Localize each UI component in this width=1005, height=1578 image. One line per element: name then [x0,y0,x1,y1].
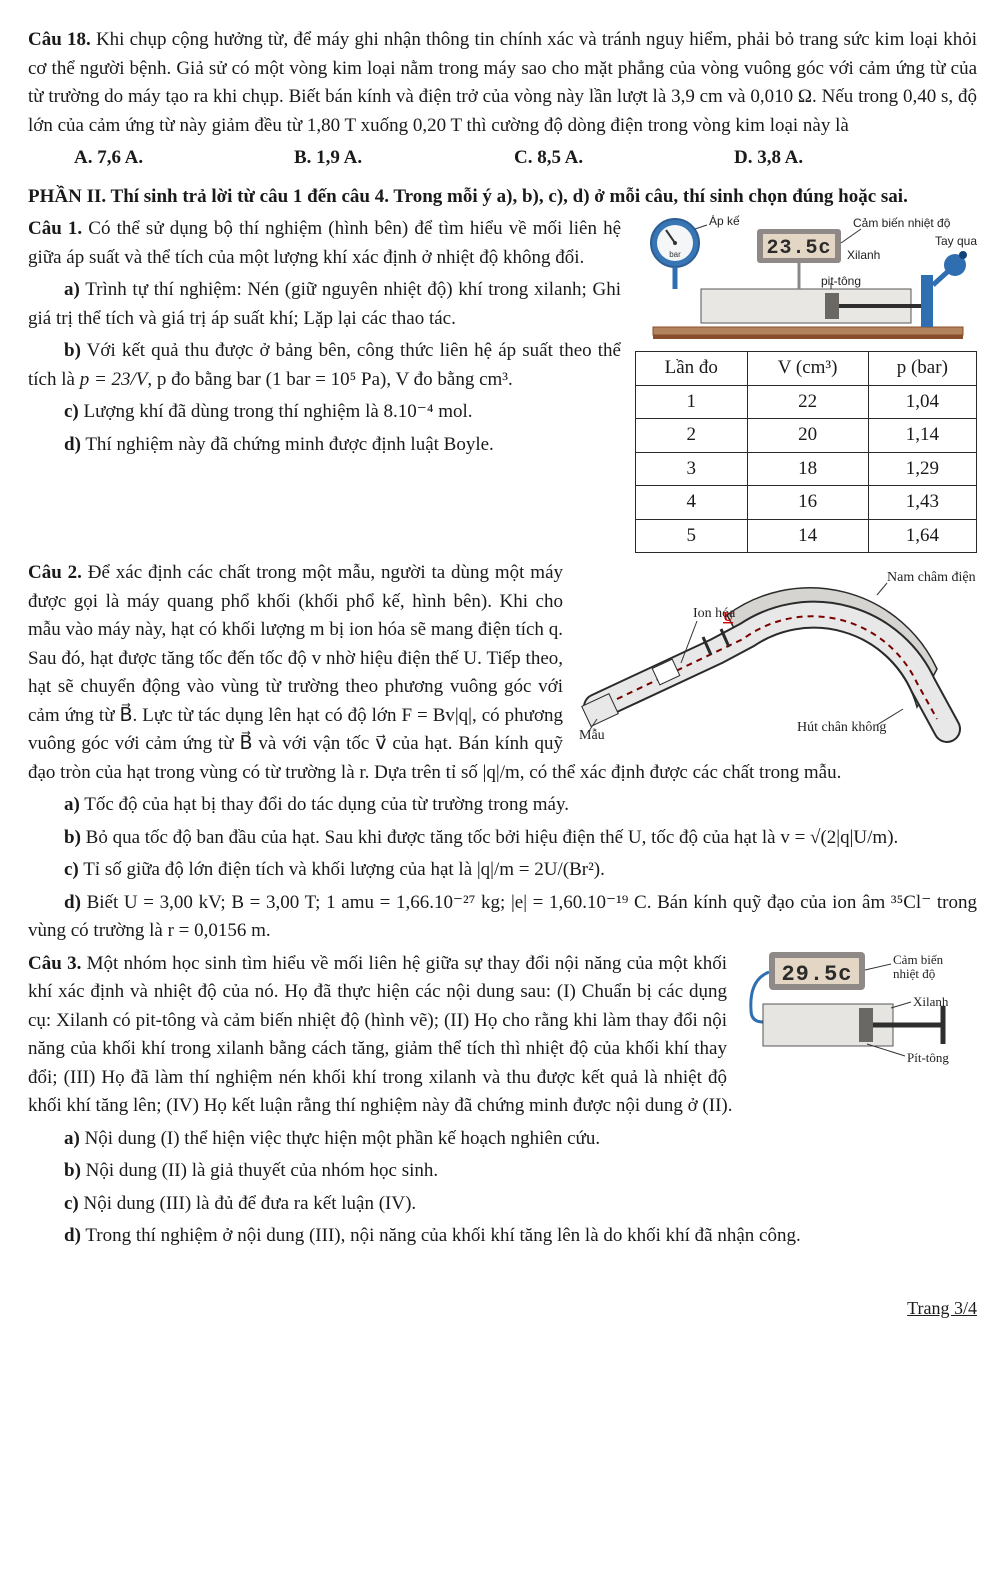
c1-text: Có thể sử dụng bộ thí nghiệm (hình bên) … [28,218,621,268]
cylinder-temp-diagram: 29.5c Cảm biếnnhiệt độ Xilanh Pít-tông [741,950,977,1080]
gauge-label: Áp kế [709,215,740,228]
tayquay-label: Tay quay [935,234,977,248]
c2-label: Câu 2. [28,562,82,583]
c2-c: c) Tỉ số giữa độ lớn điện tích và khối l… [28,856,977,885]
piston-label: pit-tông [821,274,861,288]
c3-text: Một nhóm học sinh tìm hiểu về mối liên h… [28,953,732,1117]
q18: Câu 18. Khi chụp cộng hưởng từ, để máy g… [28,26,977,140]
bench [653,327,963,335]
sample-label: Mẫu [579,728,605,743]
piston [825,293,839,319]
ionize-label: Ion hóa [693,606,736,621]
th-volume: V (cm³) [747,352,868,386]
gauge-unit: bar [669,250,681,259]
fig1: bar 23.5c Áp kế Cảm biến nhiệt độ Xilanh… [635,215,977,345]
magnet-label: Nam châm điện [887,570,976,585]
table-row: 1221,04 [636,385,977,419]
table-row: 3181,29 [636,452,977,486]
q18-opt-d: D. 3,8 A. [734,144,894,173]
lcd-value: 29.5c [781,962,852,987]
q18-opt-b: B. 1,9 A. [294,144,454,173]
lcd-value: 23.5c [766,237,831,260]
apparatus-diagram: bar 23.5c Áp kế Cảm biến nhiệt độ Xilanh… [635,215,977,345]
page-footer: Trang 3/4 [28,1295,977,1322]
fig2-container: U Nam châm điện Ion hóa Mẫu Hút chân khô… [577,559,977,749]
c3-c: c) Nội dung (III) là đủ để đưa ra kết lu… [28,1190,977,1219]
c2-b: b) Bỏ qua tốc độ ban đầu của hạt. Sau kh… [28,824,977,853]
section2-head: PHẦN II. Thí sinh trả lời từ câu 1 đến c… [28,183,977,212]
table-row: 4161,43 [636,486,977,520]
bench-edge [653,335,963,339]
c3-label: Câu 3. [28,953,81,974]
tube-inner [597,615,947,729]
c3-a: a) Nội dung (I) thể hiện việc thực hiện … [28,1125,977,1154]
crank-knob [959,251,967,259]
fig3-container: 29.5c Cảm biếnnhiệt độ Xilanh Pít-tông [741,950,977,1080]
th-pressure: p (bar) [868,352,976,386]
piston [859,1008,873,1042]
sensor-label: Cảm biến nhiệt độ [853,216,951,230]
table-row: 5141,64 [636,519,977,553]
xilanh-label: Xilanh [847,248,880,262]
c2-d: d) Biết U = 3,00 kV; B = 3,00 T; 1 amu =… [28,889,977,946]
c1-label: Câu 1. [28,218,82,239]
q18-text: Khi chụp cộng hưởng từ, để máy ghi nhận … [28,29,977,136]
page-number: Trang 3/4 [907,1298,977,1318]
mass-spectrometer-diagram: U Nam châm điện Ion hóa Mẫu Hút chân khô… [577,559,977,749]
xilanh-label: Xilanh [913,994,949,1009]
c3-b: b) Nội dung (II) là giả thuyết của nhóm … [28,1157,977,1186]
vacuum-label: Hút chân không [797,720,886,735]
c3-d: d) Trong thí nghiệm ở nội dung (III), nộ… [28,1222,977,1251]
q18-opt-a: A. 7,6 A. [74,144,234,173]
piston-label: Pít-tông [907,1050,949,1065]
table-header-row: Lần đo V (cm³) p (bar) [636,352,977,386]
data-table: Lần đo V (cm³) p (bar) 1221,04 2201,14 3… [635,351,977,553]
q18-options: A. 7,6 A. B. 1,9 A. C. 8,5 A. D. 3,8 A. [74,144,977,173]
sensor-label: Cảm biếnnhiệt độ [893,952,944,981]
crank-post [921,275,933,327]
q18-label: Câu 18. [28,29,91,50]
q18-opt-c: C. 8,5 A. [514,144,674,173]
th-trial: Lần đo [636,352,748,386]
c2-a: a) Tốc độ của hạt bị thay đổi do tác dụn… [28,791,977,820]
table-row: 2201,14 [636,419,977,453]
fig1-container: bar 23.5c Áp kế Cảm biến nhiệt độ Xilanh… [635,215,977,553]
